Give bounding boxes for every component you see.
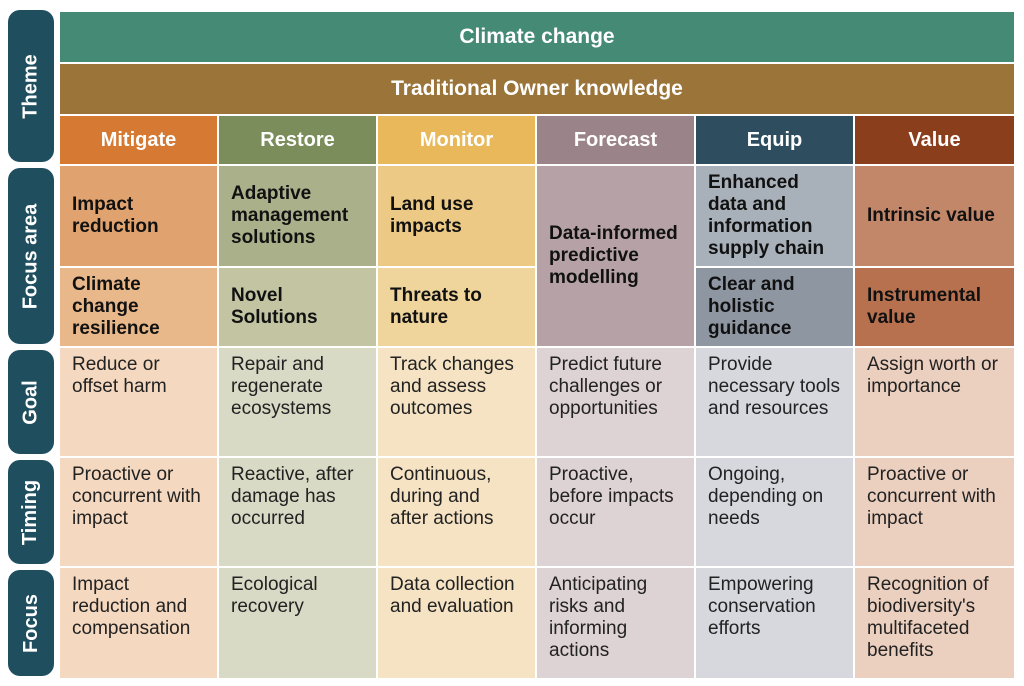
goal-monitor: Track changes and assess outcomes (378, 348, 535, 456)
row-label-timing: Timing (8, 460, 54, 564)
goal-restore: Repair and regenerate ecosystems (219, 348, 376, 456)
row-label-focus: Focus (8, 570, 54, 676)
column-header-monitor: Monitor (378, 116, 535, 164)
focus-area-top-monitor: Land use impacts (378, 166, 535, 266)
column-header-restore: Restore (219, 116, 376, 164)
goal-equip: Provide necessary tools and resources (696, 348, 853, 456)
focus-forecast: Anticipating risks and informing actions (537, 568, 694, 678)
focus-area-bottom-mitigate: Climate change resilience (60, 268, 217, 346)
row-label-theme: Theme (8, 10, 54, 162)
focus-equip: Empowering conservation efforts (696, 568, 853, 678)
focus-restore: Ecological recovery (219, 568, 376, 678)
timing-forecast: Proactive, before impacts occur (537, 458, 694, 566)
focus-area-bottom-monitor: Threats to nature (378, 268, 535, 346)
traditional-owner-knowledge-banner: Traditional Owner knowledge (60, 64, 1014, 114)
focus-area-top-equip: Enhanced data and information supply cha… (696, 166, 853, 266)
goal-value: Assign worth or importance (855, 348, 1014, 456)
focus-area-forecast: Data-informed predictive modelling (537, 166, 694, 346)
column-header-mitigate: Mitigate (60, 116, 217, 164)
focus-area-bottom-value: Instrumental value (855, 268, 1014, 346)
focus-monitor: Data collection and evaluation (378, 568, 535, 678)
row-label-goal: Goal (8, 350, 54, 454)
row-label-focus-area: Focus area (8, 168, 54, 344)
timing-value: Proactive or concurrent with impact (855, 458, 1014, 566)
column-header-forecast: Forecast (537, 116, 694, 164)
column-header-equip: Equip (696, 116, 853, 164)
timing-restore: Reactive, after damage has occurred (219, 458, 376, 566)
focus-value: Recognition of biodiversity's multifacet… (855, 568, 1014, 678)
column-header-value: Value (855, 116, 1014, 164)
climate-change-banner: Climate change (60, 12, 1014, 62)
goal-forecast: Predict future challenges or opportuniti… (537, 348, 694, 456)
focus-area-bottom-restore: Novel Solutions (219, 268, 376, 346)
focus-area-bottom-equip: Clear and holistic guidance (696, 268, 853, 346)
focus-area-top-restore: Adaptive management solutions (219, 166, 376, 266)
focus-area-top-mitigate: Impact reduction (60, 166, 217, 266)
focus-area-top-value: Intrinsic value (855, 166, 1014, 266)
timing-monitor: Continuous, during and after actions (378, 458, 535, 566)
timing-equip: Ongoing, depending on needs (696, 458, 853, 566)
goal-mitigate: Reduce or offset harm (60, 348, 217, 456)
focus-mitigate: Impact reduction and compensation (60, 568, 217, 678)
timing-mitigate: Proactive or concurrent with impact (60, 458, 217, 566)
